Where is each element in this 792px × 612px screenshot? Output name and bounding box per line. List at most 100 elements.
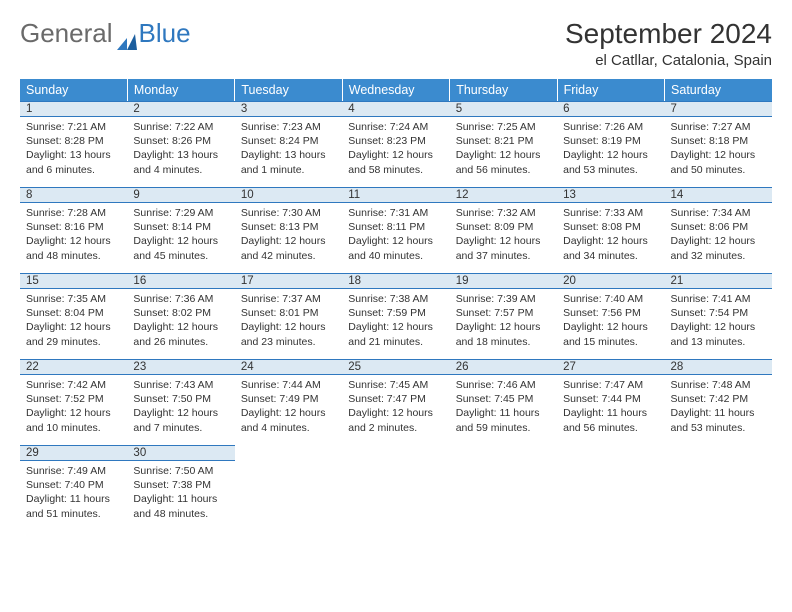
daylight-text: Daylight: 12 hours and 34 minutes. [563,234,658,262]
day-number: 12 [450,188,557,202]
daylight-text: Daylight: 11 hours and 59 minutes. [456,406,551,434]
calendar-cell: 27Sunrise: 7:47 AMSunset: 7:44 PMDayligh… [557,359,664,445]
calendar-cell: 24Sunrise: 7:44 AMSunset: 7:49 PMDayligh… [235,359,342,445]
sunrise-text: Sunrise: 7:30 AM [241,206,336,220]
sunset-text: Sunset: 8:01 PM [241,306,336,320]
calendar-cell: 17Sunrise: 7:37 AMSunset: 8:01 PMDayligh… [235,273,342,359]
calendar-body: 1 Sunrise: 7:21 AMSunset: 8:28 PMDaylight… [20,101,772,531]
calendar-cell: 16Sunrise: 7:36 AMSunset: 8:02 PMDayligh… [127,273,234,359]
day-details: Sunrise: 7:23 AMSunset: 8:24 PMDaylight:… [235,120,342,181]
day-number: 30 [127,446,234,460]
day-number: 28 [665,360,772,374]
day-number: 9 [127,188,234,202]
day-details: Sunrise: 7:36 AMSunset: 8:02 PMDaylight:… [127,292,234,353]
daylight-text: Daylight: 12 hours and 4 minutes. [241,406,336,434]
sunrise-text: Sunrise: 7:37 AM [241,292,336,306]
sunset-text: Sunset: 8:16 PM [26,220,121,234]
daylight-text: Daylight: 12 hours and 21 minutes. [348,320,443,348]
daylight-text: Daylight: 11 hours and 53 minutes. [671,406,766,434]
calendar-cell: 15Sunrise: 7:35 AMSunset: 8:04 PMDayligh… [20,273,127,359]
calendar-cell: 3 Sunrise: 7:23 AMSunset: 8:24 PMDaylight… [235,101,342,187]
day-header: Tuesday [235,79,342,101]
calendar-cell [235,445,342,531]
day-number: 1 [20,102,127,116]
sunset-text: Sunset: 7:59 PM [348,306,443,320]
day-details: Sunrise: 7:45 AMSunset: 7:47 PMDaylight:… [342,378,449,439]
calendar-cell: 11 Sunrise: 7:31 AMSunset: 8:11 PMDayligh… [342,187,449,273]
day-details: Sunrise: 7:26 AMSunset: 8:19 PMDaylight:… [557,120,664,181]
daylight-text: Daylight: 12 hours and 18 minutes. [456,320,551,348]
day-number-row: 8 [20,187,127,203]
logo-text-1: General [20,18,113,49]
sunrise-text: Sunrise: 7:27 AM [671,120,766,134]
calendar-cell: 28 Sunrise: 7:48 AMSunset: 7:42 PMDayligh… [665,359,772,445]
day-number-row: 10 [235,187,342,203]
logo: General Blue [20,18,191,49]
sunset-text: Sunset: 8:04 PM [26,306,121,320]
day-number: 6 [557,102,664,116]
daylight-text: Daylight: 12 hours and 10 minutes. [26,406,121,434]
sunrise-text: Sunrise: 7:28 AM [26,206,121,220]
day-number: 2 [127,102,234,116]
day-number-row: 5 [450,101,557,117]
day-details: Sunrise: 7:31 AMSunset: 8:11 PMDaylight:… [342,206,449,267]
sunrise-text: Sunrise: 7:36 AM [133,292,228,306]
day-details: Sunrise: 7:37 AMSunset: 8:01 PMDaylight:… [235,292,342,353]
sunrise-text: Sunrise: 7:48 AM [671,378,766,392]
calendar-cell: 25Sunrise: 7:45 AMSunset: 7:47 PMDayligh… [342,359,449,445]
day-number: 18 [342,274,449,288]
day-number-row: 2 [127,101,234,117]
sunset-text: Sunset: 8:14 PM [133,220,228,234]
calendar-cell: 9Sunrise: 7:29 AMSunset: 8:14 PMDaylight… [127,187,234,273]
calendar-cell [450,445,557,531]
daylight-text: Daylight: 11 hours and 48 minutes. [133,492,228,520]
calendar-cell: 30Sunrise: 7:50 AMSunset: 7:38 PMDayligh… [127,445,234,531]
sunset-text: Sunset: 7:50 PM [133,392,228,406]
day-details: Sunrise: 7:40 AMSunset: 7:56 PMDaylight:… [557,292,664,353]
sunrise-text: Sunrise: 7:43 AM [133,378,228,392]
day-details: Sunrise: 7:41 AMSunset: 7:54 PMDaylight:… [665,292,772,353]
day-details: Sunrise: 7:22 AMSunset: 8:26 PMDaylight:… [127,120,234,181]
day-number: 23 [127,360,234,374]
day-number: 21 [665,274,772,288]
day-details: Sunrise: 7:28 AMSunset: 8:16 PMDaylight:… [20,206,127,267]
sunset-text: Sunset: 8:23 PM [348,134,443,148]
day-details: Sunrise: 7:25 AMSunset: 8:21 PMDaylight:… [450,120,557,181]
calendar-cell: 22Sunrise: 7:42 AMSunset: 7:52 PMDayligh… [20,359,127,445]
day-number: 13 [557,188,664,202]
day-details: Sunrise: 7:38 AMSunset: 7:59 PMDaylight:… [342,292,449,353]
day-header-row: Sunday Monday Tuesday Wednesday Thursday… [20,79,772,101]
day-number-row: 4 [342,101,449,117]
calendar-cell: 18 Sunrise: 7:38 AMSunset: 7:59 PMDayligh… [342,273,449,359]
day-details: Sunrise: 7:30 AMSunset: 8:13 PMDaylight:… [235,206,342,267]
calendar-cell: 21 Sunrise: 7:41 AMSunset: 7:54 PMDayligh… [665,273,772,359]
daylight-text: Daylight: 12 hours and 50 minutes. [671,148,766,176]
sunset-text: Sunset: 8:06 PM [671,220,766,234]
day-number-row: 18 [342,273,449,289]
day-header: Thursday [450,79,557,101]
sunrise-text: Sunrise: 7:35 AM [26,292,121,306]
day-number-row: 24 [235,359,342,375]
sunset-text: Sunset: 7:47 PM [348,392,443,406]
sunset-text: Sunset: 7:38 PM [133,478,228,492]
calendar-week: 8Sunrise: 7:28 AMSunset: 8:16 PMDaylight… [20,187,772,273]
sunset-text: Sunset: 7:54 PM [671,306,766,320]
day-details: Sunrise: 7:21 AMSunset: 8:28 PMDaylight:… [20,120,127,181]
calendar-cell [665,445,772,531]
day-number: 11 [342,188,449,202]
daylight-text: Daylight: 12 hours and 53 minutes. [563,148,658,176]
daylight-text: Daylight: 11 hours and 56 minutes. [563,406,658,434]
day-details: Sunrise: 7:48 AMSunset: 7:42 PMDaylight:… [665,378,772,439]
calendar-cell: 8 Sunrise: 7:28 AMSunset: 8:16 PMDaylight… [20,187,127,273]
day-number: 5 [450,102,557,116]
sunrise-text: Sunrise: 7:49 AM [26,464,121,478]
calendar-cell: 12Sunrise: 7:32 AMSunset: 8:09 PMDayligh… [450,187,557,273]
title-block: September 2024 el Catllar, Catalonia, Sp… [565,18,772,69]
day-number: 27 [557,360,664,374]
day-number-row: 13 [557,187,664,203]
daylight-text: Daylight: 12 hours and 42 minutes. [241,234,336,262]
sunset-text: Sunset: 7:56 PM [563,306,658,320]
day-number: 3 [235,102,342,116]
daylight-text: Daylight: 12 hours and 56 minutes. [456,148,551,176]
calendar-cell: 26Sunrise: 7:46 AMSunset: 7:45 PMDayligh… [450,359,557,445]
